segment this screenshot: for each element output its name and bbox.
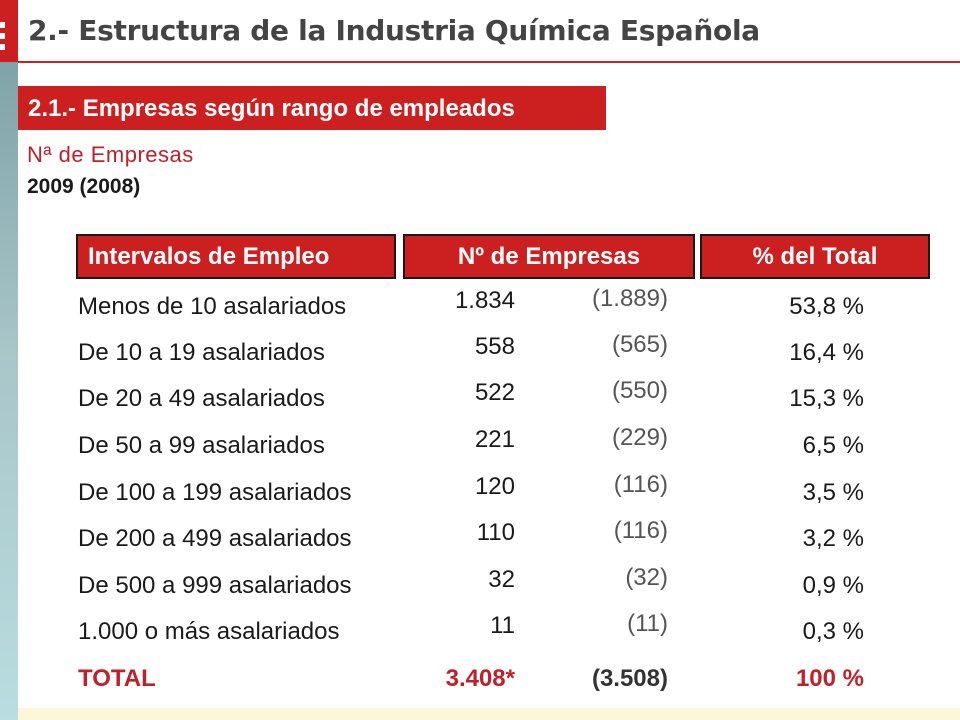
section-title: 2.1.- Empresas según rango de empleados <box>28 95 515 122</box>
row-previous: (1.889) <box>591 285 668 312</box>
row-percent: 15,3 % <box>789 385 864 412</box>
table-row: De 100 a 199 asalariados 120 (116) 3,5 % <box>0 471 960 525</box>
row-percent: 16,4 % <box>789 339 864 366</box>
row-previous: (229) <box>611 424 668 451</box>
page-title: 2.- Estructura de la Industria Química E… <box>28 14 760 47</box>
table-row: 1.000 o más asalariados 11 (11) 0,3 % <box>0 610 960 664</box>
row-count: 558 <box>474 333 515 360</box>
row-percent: 0,3 % <box>802 618 864 645</box>
row-label: De 20 a 49 asalariados <box>78 385 325 412</box>
row-count: 221 <box>474 426 515 453</box>
row-percent: 53,8 % <box>789 293 864 320</box>
row-previous: (116) <box>613 471 668 498</box>
row-percent: 3,2 % <box>802 525 864 552</box>
row-label: De 50 a 99 asalariados <box>78 432 325 459</box>
row-label: De 500 a 999 asalariados <box>78 572 352 599</box>
row-previous: (116) <box>613 517 668 544</box>
corner-dash <box>0 22 5 28</box>
row-previous: (32) <box>625 564 668 591</box>
row-previous: (550) <box>611 377 668 404</box>
row-previous: (11) <box>627 610 668 637</box>
table-row: Menos de 10 asalariados 1.834 (1.889) 53… <box>0 285 960 339</box>
row-label: De 10 a 19 asalariados <box>78 339 325 366</box>
row-count: 1.834 <box>454 287 515 314</box>
total-label: TOTAL <box>78 665 156 692</box>
section-banner <box>18 86 606 130</box>
section-subtitle: Nª de Empresas <box>27 142 194 167</box>
title-divider <box>18 61 960 63</box>
total-previous: (3.508) <box>591 665 668 692</box>
total-count: 3.408* <box>445 665 515 692</box>
row-count: 522 <box>474 379 515 406</box>
row-count: 110 <box>476 519 515 546</box>
row-label: Menos de 10 asalariados <box>78 293 347 320</box>
table-row: De 20 a 49 asalariados 522 (550) 15,3 % <box>0 377 960 431</box>
column-header-intervals: Intervalos de Empleo <box>76 234 396 279</box>
row-count: 120 <box>474 473 515 500</box>
row-percent: 3,5 % <box>802 479 864 506</box>
table-total-row: TOTAL 3.408* (3.508) 100 % <box>0 665 960 711</box>
row-label: De 200 a 499 asalariados <box>78 525 352 552</box>
table-row: De 50 a 99 asalariados 221 (229) 6,5 % <box>0 424 960 478</box>
table-row: De 10 a 19 asalariados 558 (565) 16,4 % <box>0 331 960 385</box>
corner-dash <box>0 44 5 50</box>
footer-band <box>18 708 960 720</box>
row-count: 11 <box>490 612 515 639</box>
column-header-companies: Nº de Empresas <box>403 234 695 279</box>
total-percent: 100 % <box>795 665 864 692</box>
row-percent: 0,9 % <box>802 572 864 599</box>
row-count: 32 <box>488 566 515 593</box>
slide-corner-mark <box>0 0 18 62</box>
table-row: De 200 a 499 asalariados 110 (116) 3,2 % <box>0 517 960 571</box>
row-percent: 6,5 % <box>802 432 864 459</box>
table-row: De 500 a 999 asalariados 32 (32) 0,9 % <box>0 564 960 618</box>
row-label: 1.000 o más asalariados <box>78 618 340 645</box>
row-label: De 100 a 199 asalariados <box>78 479 352 506</box>
side-decoration-strip <box>0 62 18 720</box>
row-previous: (565) <box>611 331 668 358</box>
corner-dash <box>0 33 5 39</box>
year-label: 2009 (2008) <box>27 175 141 198</box>
column-header-percent: % del Total <box>700 234 930 279</box>
